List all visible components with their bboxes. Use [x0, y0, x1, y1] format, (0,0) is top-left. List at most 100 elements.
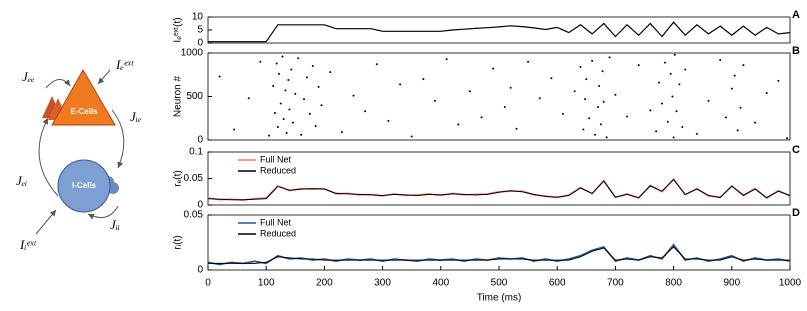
- i-cells-circle: [57, 159, 111, 213]
- spike-dot: [608, 56, 611, 59]
- spike-dot: [786, 137, 789, 140]
- spike-dot: [601, 70, 604, 73]
- spike-dot: [669, 72, 672, 75]
- data-line: [207, 243, 791, 266]
- spike-dot: [340, 131, 343, 134]
- spike-dot: [273, 112, 276, 115]
- spike-dot: [538, 97, 541, 100]
- y-tick-label: 0: [197, 265, 203, 276]
- spike-dot: [584, 98, 587, 101]
- spike-dot: [742, 64, 745, 67]
- spike-dot: [503, 105, 506, 108]
- spike-dot: [684, 68, 687, 71]
- spike-dot: [582, 128, 585, 131]
- spike-dot: [468, 90, 471, 93]
- legend-label: Full Net: [260, 217, 292, 227]
- y-tick-label: 1000: [181, 48, 204, 59]
- i-cells-label: I-Cells: [72, 181, 97, 190]
- j-ii: Jᵢᵢ: [110, 217, 120, 232]
- spike-dot: [259, 60, 262, 63]
- e-cells-label: E-Cells: [70, 107, 98, 116]
- spike-dot: [480, 116, 483, 119]
- spike-dot: [291, 121, 294, 124]
- spike-dot: [739, 106, 742, 109]
- x-tick-label: 0: [205, 278, 211, 289]
- spike-dot: [317, 85, 320, 88]
- spike-dot: [579, 65, 582, 68]
- legend-label: Full Net: [260, 154, 292, 164]
- y-tick-label: 0: [197, 38, 203, 49]
- spike-dot: [352, 94, 355, 97]
- spike-dot: [329, 71, 332, 74]
- spike-dot: [247, 97, 250, 100]
- spike-dot: [305, 76, 308, 79]
- x-tick-label: 200: [316, 278, 333, 289]
- spike-dot: [375, 63, 378, 66]
- x-tick-label: 300: [374, 278, 391, 289]
- spike-dot: [614, 93, 617, 96]
- spike-dot: [410, 135, 413, 138]
- spike-dot: [288, 108, 291, 111]
- spike-dot: [596, 105, 599, 108]
- spike-dot: [663, 61, 666, 64]
- j-ee: Jₑₑ: [22, 69, 35, 84]
- spike-dot: [311, 65, 314, 68]
- arrow: [87, 205, 119, 220]
- x-axis-label: Time (ms): [477, 293, 522, 304]
- arrow: [111, 109, 125, 169]
- x-tick-label: 800: [665, 278, 682, 289]
- spike-dot: [515, 127, 518, 130]
- x-tick-label: 500: [491, 278, 508, 289]
- data-line: [207, 178, 791, 201]
- x-tick-label: 900: [723, 278, 740, 289]
- panel-label: C: [792, 144, 800, 156]
- spike-dot: [777, 79, 780, 82]
- x-tick-label: 400: [432, 278, 449, 289]
- spike-dot: [387, 119, 390, 122]
- panel-label: A: [792, 9, 800, 21]
- spike-dot: [675, 110, 678, 113]
- spike-dot: [707, 99, 710, 102]
- panel-label: B: [792, 45, 800, 57]
- spike-dot: [279, 102, 282, 105]
- arrow: [97, 69, 111, 85]
- network-diagram: E-Cells I-Cells Jₑₑ Iₑᵉˣᵗ Jᵢₑ Jₑᵢ Jᵢᵢ Iᵢ…: [16, 57, 141, 252]
- spike-dot: [282, 118, 285, 121]
- spike-dot: [285, 132, 288, 135]
- arrow: [45, 79, 71, 89]
- y-axis-label: rᵢ(t): [173, 235, 184, 249]
- spike-dot: [598, 85, 601, 88]
- spike-dot: [320, 104, 323, 107]
- spike-dot: [637, 64, 640, 67]
- legend-label: Reduced: [260, 165, 296, 175]
- arrow: [38, 117, 59, 197]
- spike-dot: [550, 77, 553, 80]
- spike-dot: [399, 83, 402, 86]
- spike-dot: [314, 125, 317, 128]
- spike-dot: [445, 58, 448, 61]
- spike-dot: [678, 83, 681, 86]
- e-cells-triangle: [51, 68, 116, 126]
- spike-dot: [457, 123, 460, 126]
- spike-dot: [605, 136, 608, 139]
- j-i-ext: Iᵢᵉˣᵗ: [19, 237, 36, 252]
- spike-dot: [591, 59, 594, 62]
- plot-frame: [207, 52, 791, 141]
- spike-dot: [730, 87, 733, 90]
- spike-dot: [433, 99, 436, 102]
- legend-label: Reduced: [260, 228, 296, 238]
- spike-dot: [272, 85, 275, 88]
- spike-dot: [719, 58, 722, 61]
- spike-dot: [281, 55, 284, 58]
- spike-dot: [754, 121, 757, 124]
- spike-dot: [233, 128, 236, 131]
- spike-dot: [509, 86, 512, 89]
- y-axis-label: rₑ(t): [173, 170, 184, 186]
- spike-dot: [655, 130, 658, 133]
- spike-dot: [695, 132, 698, 135]
- spike-dot: [290, 68, 293, 71]
- spike-dot: [673, 53, 676, 56]
- data-line: [208, 246, 790, 264]
- y-tick-label: 500: [186, 91, 203, 102]
